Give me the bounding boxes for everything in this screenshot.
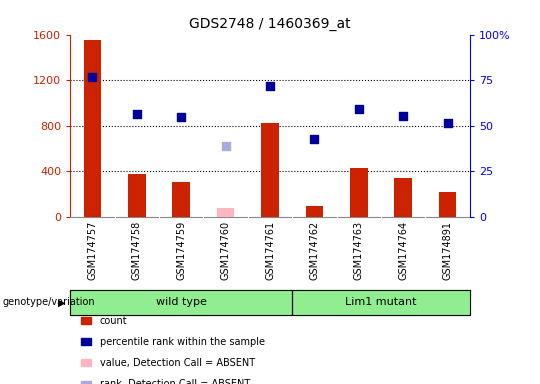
Point	[221, 143, 230, 149]
Title: GDS2748 / 1460369_at: GDS2748 / 1460369_at	[189, 17, 351, 31]
Bar	[70, 290, 292, 315]
Bar	[306, 205, 323, 217]
Point	[132, 111, 141, 118]
Point	[88, 74, 97, 80]
Text: wild type: wild type	[156, 297, 207, 308]
Text: GSM174759: GSM174759	[176, 220, 186, 280]
Text: GSM174757: GSM174757	[87, 220, 97, 280]
Text: count: count	[100, 316, 127, 326]
Text: GSM174763: GSM174763	[354, 220, 364, 280]
Bar	[70, 290, 292, 315]
Text: GSM174760: GSM174760	[221, 220, 231, 280]
Point	[443, 121, 452, 127]
Point	[310, 136, 319, 142]
Bar	[394, 178, 412, 217]
Text: rank, Detection Call = ABSENT: rank, Detection Call = ABSENT	[100, 379, 250, 384]
Text: genotype/variation: genotype/variation	[3, 297, 96, 308]
Point	[177, 114, 186, 120]
Text: GSM174764: GSM174764	[398, 220, 408, 280]
Bar	[438, 192, 456, 217]
Text: Lim1 mutant: Lim1 mutant	[345, 297, 417, 308]
Text: percentile rank within the sample: percentile rank within the sample	[100, 337, 265, 347]
Point	[399, 113, 408, 119]
Bar	[217, 209, 234, 217]
Text: GSM174891: GSM174891	[443, 220, 453, 280]
Bar	[292, 290, 470, 315]
Point	[354, 106, 363, 112]
Bar	[350, 168, 368, 217]
Bar	[261, 124, 279, 217]
Bar	[172, 182, 190, 217]
Bar	[128, 174, 146, 217]
Text: ▶: ▶	[58, 297, 66, 308]
Bar	[84, 40, 102, 217]
Text: GSM174762: GSM174762	[309, 220, 319, 280]
Text: GSM174761: GSM174761	[265, 220, 275, 280]
Text: value, Detection Call = ABSENT: value, Detection Call = ABSENT	[100, 358, 255, 368]
Bar	[292, 290, 470, 315]
Text: GSM174758: GSM174758	[132, 220, 142, 280]
Point	[266, 83, 274, 89]
